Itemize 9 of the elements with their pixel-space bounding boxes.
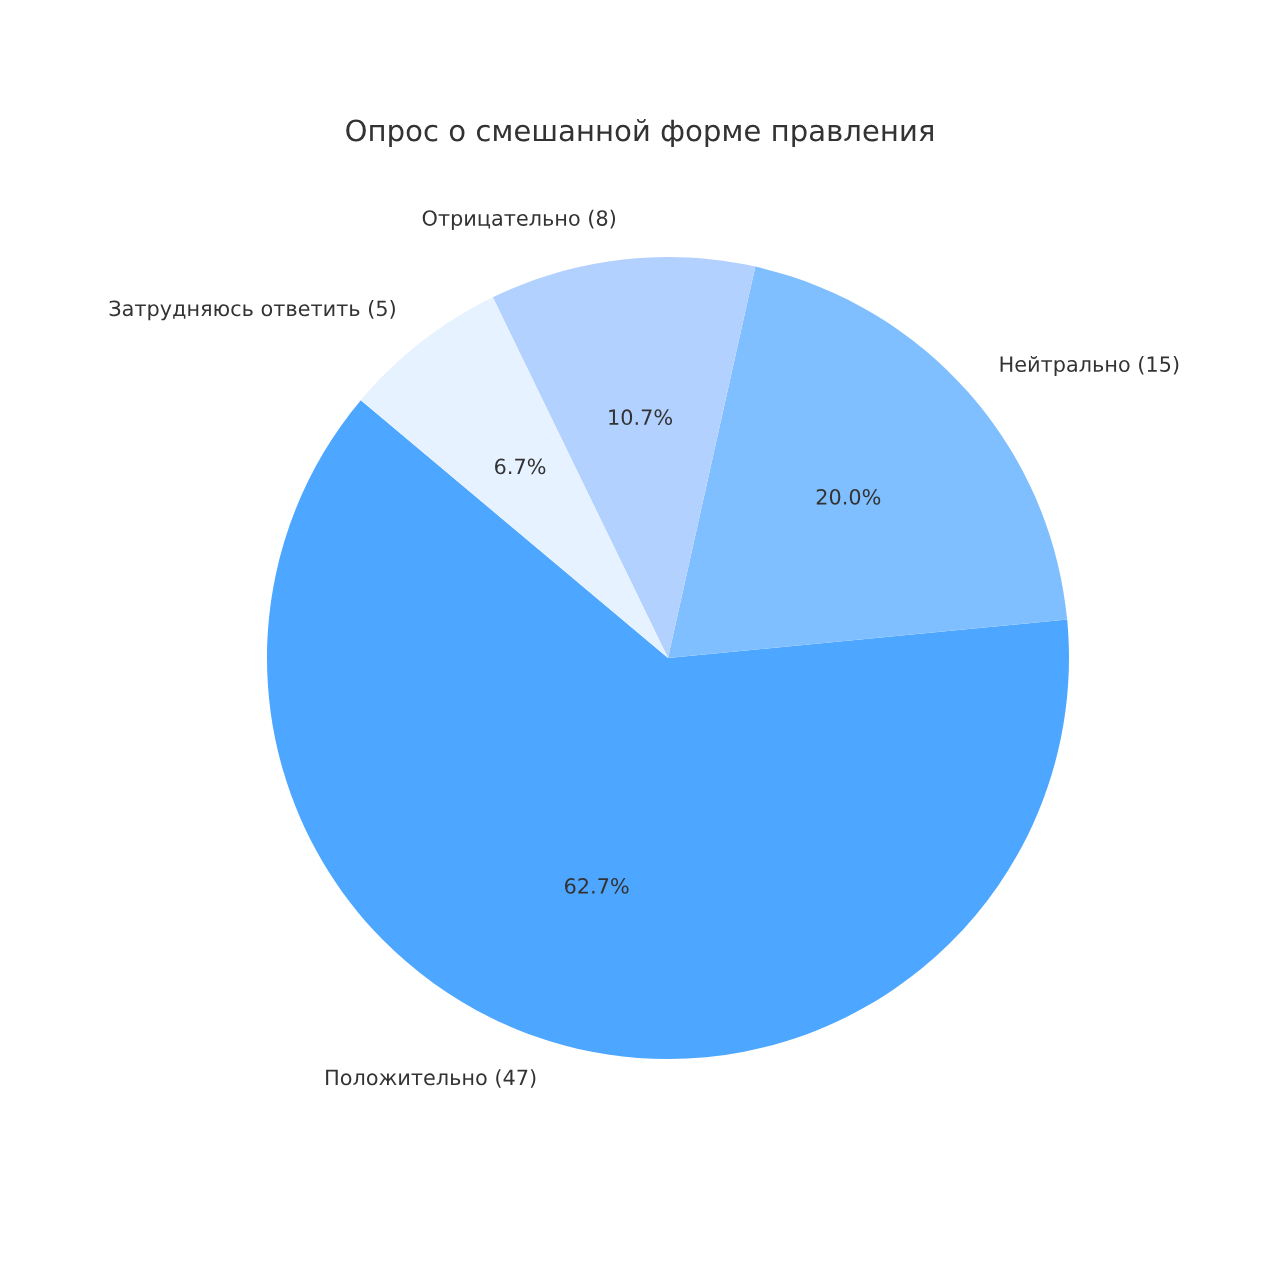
chart-title: Опрос о смешанной форме правления (346, 119, 933, 148)
slice-label: Нейтрально (15) (1000, 355, 1179, 377)
slice-label: Отрицательно (8) (422, 209, 616, 230)
data-label: 6.7% (495, 458, 546, 475)
data-label: 62.7% (565, 878, 629, 894)
slice-label: Положительно (47) (326, 1069, 536, 1088)
data-label: 10.7% (609, 409, 673, 426)
data-label: 20.0% (816, 488, 881, 505)
slice-label: Затрудняюсь ответить (5) (109, 300, 395, 321)
